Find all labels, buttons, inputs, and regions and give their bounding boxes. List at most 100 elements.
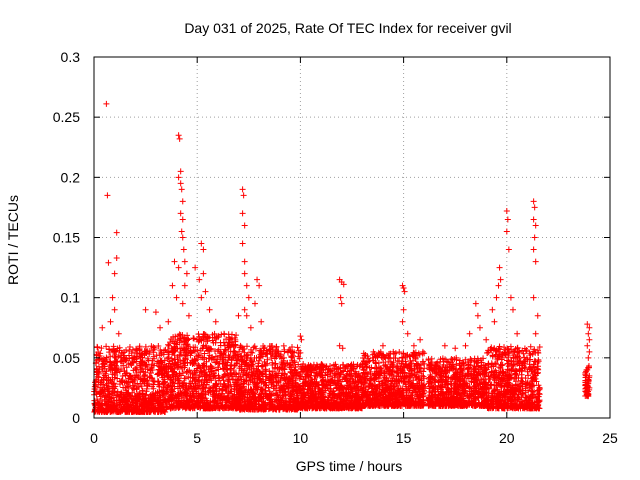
dense-data-point <box>112 367 119 374</box>
dense-data-point <box>150 400 157 407</box>
dense-data-point <box>290 388 297 395</box>
dense-data-point <box>132 395 139 402</box>
dense-data-point <box>174 393 181 400</box>
dense-data-point <box>184 359 191 366</box>
dense-data-point <box>247 357 254 364</box>
dense-data-point <box>111 385 118 392</box>
dense-data-point <box>280 342 287 349</box>
dense-data-point <box>228 357 235 364</box>
dense-data-point <box>269 359 276 366</box>
dense-data-point <box>291 372 298 379</box>
dense-data-point <box>150 346 157 353</box>
dense-data-point <box>105 401 112 408</box>
dense-data-point <box>117 408 124 415</box>
dense-data-point <box>181 338 188 345</box>
dense-data-point <box>289 359 296 366</box>
dense-data-point <box>210 339 217 346</box>
dense-data-point <box>143 361 150 368</box>
dense-data-point <box>186 402 193 409</box>
dense-data-point <box>99 361 106 368</box>
dense-data-point <box>170 334 177 341</box>
dense-data-point <box>205 347 212 354</box>
dense-data-point <box>251 378 258 385</box>
dense-data-point <box>258 390 265 397</box>
dense-data-point <box>122 398 129 405</box>
dense-data-point <box>106 349 113 356</box>
dense-data-point <box>219 360 226 367</box>
dense-data-point <box>282 392 289 399</box>
dense-data-point <box>103 354 110 361</box>
dense-data-point <box>149 391 156 398</box>
dense-data-point <box>182 405 189 412</box>
dense-data-point <box>219 386 226 393</box>
dense-data-point <box>237 373 244 380</box>
dense-data-point <box>153 352 160 359</box>
dense-data-point <box>236 356 243 363</box>
dense-data-point <box>138 376 145 383</box>
dense-data-point <box>273 403 280 410</box>
dense-data-point <box>225 344 232 351</box>
dense-data-point <box>100 358 107 365</box>
dense-data-point <box>291 406 298 413</box>
dense-data-point <box>286 375 293 382</box>
dense-data-point <box>187 347 194 354</box>
dense-data-point <box>176 370 183 377</box>
dense-data-point <box>116 393 123 400</box>
dense-data-point <box>217 339 224 346</box>
dense-data-point <box>203 405 210 412</box>
dense-data-point <box>145 380 152 387</box>
dense-data-point <box>332 361 339 368</box>
dense-data-point <box>229 331 236 338</box>
dense-data-point <box>275 400 282 407</box>
dense-data-point <box>184 398 191 405</box>
dense-data-point <box>241 349 248 356</box>
dense-data-point <box>181 346 188 353</box>
dense-data-point <box>280 383 287 390</box>
dense-data-point <box>264 360 271 367</box>
dense-data-point <box>157 401 164 408</box>
dense-data-point <box>155 378 162 385</box>
dense-data-point <box>226 376 233 383</box>
dense-data-point <box>217 394 224 401</box>
dense-data-point <box>179 331 186 338</box>
dense-data-point <box>251 343 258 350</box>
dense-data-point <box>163 368 170 375</box>
dense-data-point <box>222 354 229 361</box>
dense-data-point <box>295 347 302 354</box>
dense-data-point <box>294 344 301 351</box>
dense-data-point <box>212 392 219 399</box>
dense-data-point <box>165 349 172 356</box>
dense-data-point <box>236 370 243 377</box>
dense-data-point <box>132 393 139 400</box>
dense-data-point <box>226 382 233 389</box>
dense-data-point <box>177 363 184 370</box>
dense-data-point <box>198 368 205 375</box>
dense-data-point <box>142 363 149 370</box>
dense-data-point <box>228 370 235 377</box>
dense-data-point <box>144 366 151 373</box>
dense-data-point <box>180 357 187 364</box>
dense-data-point <box>156 405 163 412</box>
dense-data-point <box>273 382 280 389</box>
dense-data-point <box>258 350 265 357</box>
dense-data-point <box>144 405 151 412</box>
dense-data-point <box>118 397 125 404</box>
dense-data-point <box>159 390 166 397</box>
dense-data-point <box>244 365 251 372</box>
dense-data-point <box>266 368 273 375</box>
dense-data-point <box>116 407 123 414</box>
dense-data-point <box>113 364 120 371</box>
dense-data-point <box>95 374 102 381</box>
dense-data-point <box>203 372 210 379</box>
dense-data-point <box>168 402 175 409</box>
dense-data-point <box>107 353 114 360</box>
dense-data-point <box>167 376 174 383</box>
dense-data-point <box>278 365 285 372</box>
dense-data-point <box>106 393 113 400</box>
dense-data-point <box>257 347 264 354</box>
dense-data-point <box>207 389 214 396</box>
dense-data-point <box>220 350 227 357</box>
dense-data-point <box>294 369 301 376</box>
dense-data-point <box>284 380 291 387</box>
dense-data-point <box>95 369 102 376</box>
